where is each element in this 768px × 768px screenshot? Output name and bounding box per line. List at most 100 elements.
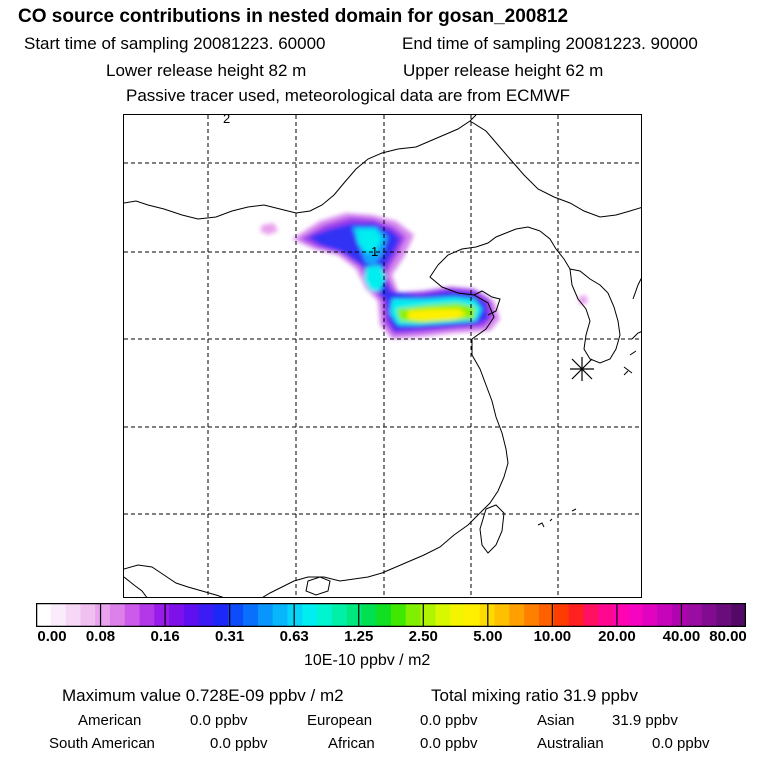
colorbar-tick-label: 2.50 xyxy=(408,628,438,645)
colorbar-cell xyxy=(213,603,229,627)
colorbar-tick-label: 0.16 xyxy=(150,628,180,645)
colorbar-cell xyxy=(361,603,377,627)
plot-title: CO source contributions in nested domain… xyxy=(18,6,569,27)
coastlines-borders xyxy=(124,115,641,597)
colorbar-cell xyxy=(109,603,126,627)
colorbar-cell xyxy=(524,603,540,627)
colorbar-cell xyxy=(183,603,200,627)
colorbar-cell xyxy=(672,603,688,627)
receptor-star-icon xyxy=(570,357,594,381)
colorbar-tick-label: 0.31 xyxy=(215,628,245,645)
colorbar-cell xyxy=(612,603,629,627)
maximum-value-label: Maximum value 0.728E-09 ppbv / m2 xyxy=(62,686,344,705)
colorbar-cell xyxy=(583,603,599,627)
region-name-african: African xyxy=(328,735,375,752)
total-mixing-ratio-label: Total mixing ratio 31.9 ppbv xyxy=(431,686,638,705)
colorbar-cell xyxy=(272,603,288,627)
hainan-island xyxy=(305,576,331,596)
colorbar-cell xyxy=(642,603,658,627)
contour-label-2: 2 xyxy=(223,115,230,126)
east-china-coast xyxy=(395,264,509,568)
colorbar-cell xyxy=(154,603,170,627)
colorbar-cell xyxy=(701,603,717,627)
southwest-border xyxy=(124,576,148,597)
colorbar-cell xyxy=(257,603,274,627)
colorbar-cell xyxy=(95,603,111,627)
colorbar-cell xyxy=(435,603,451,627)
colorbar-tick-label: 10.00 xyxy=(533,628,572,645)
region-name-american: American xyxy=(78,712,142,729)
colorbar-cell xyxy=(169,603,185,627)
region-name-asian: Asian xyxy=(537,712,575,729)
region-value-european: 0.0 ppbv xyxy=(420,712,478,729)
colorbar-cell xyxy=(538,603,555,627)
map-canvas: 1 2 xyxy=(124,115,641,597)
colorbar xyxy=(36,603,746,627)
colorbar-tick-label: 5.00 xyxy=(473,628,503,645)
plume-yellow-core xyxy=(408,309,466,321)
region-name-australian: Australian xyxy=(537,735,604,752)
colorbar-cell xyxy=(65,603,81,627)
colorbar-cell xyxy=(346,603,362,627)
start-time-label: Start time of sampling 20081223. 60000 xyxy=(24,34,326,53)
japan-coast xyxy=(632,277,641,300)
japan-islands xyxy=(623,331,641,376)
colorbar-cell xyxy=(36,603,52,627)
colorbar-cell xyxy=(139,603,155,627)
colorbar-tick-label: 0.63 xyxy=(279,628,309,645)
vietnam-border xyxy=(124,564,224,597)
colorbar-tick-label: 40.00 xyxy=(662,628,701,645)
upper-release-height-label: Upper release height 62 m xyxy=(403,61,604,80)
colorbar-cell xyxy=(494,603,510,627)
liaodong-coast xyxy=(539,230,571,270)
bohai-coast xyxy=(437,226,541,266)
colorbar-cell xyxy=(376,603,392,627)
region-name-south-american: South American xyxy=(49,735,155,752)
colorbar-cell xyxy=(405,603,422,627)
colorbar-cell xyxy=(716,603,732,627)
colorbar-cell xyxy=(391,603,407,627)
taiwan-island xyxy=(479,504,505,554)
region-value-australian: 0.0 ppbv xyxy=(652,735,710,752)
region-value-asian: 31.9 ppbv xyxy=(612,712,678,729)
colorbar-cell xyxy=(509,603,525,627)
colorbar-cell xyxy=(302,603,318,627)
colorbar-cell xyxy=(50,603,67,627)
end-time-label: End time of sampling 20081223. 90000 xyxy=(402,34,698,53)
colorbar-cell xyxy=(598,603,614,627)
colorbar-cell xyxy=(568,603,584,627)
concentration-field xyxy=(260,213,588,339)
plume-cyan-core-mid xyxy=(364,265,386,291)
tracer-note: Passive tracer used, meteorological data… xyxy=(126,86,571,105)
colorbar-tick-label: 0.08 xyxy=(85,628,116,645)
small-islands xyxy=(537,508,577,528)
colorbar-units: 10E-10 ppbv / m2 xyxy=(304,652,431,669)
plume-isolated-spot-korea xyxy=(578,295,588,305)
korea-dokdo-mark xyxy=(623,366,633,374)
colorbar-cell xyxy=(731,603,746,627)
colorbar-cell xyxy=(331,603,348,627)
colorbar-tick-label: 1.25 xyxy=(344,628,374,645)
colorbar-cell xyxy=(198,603,214,627)
contour-label-1: 1 xyxy=(371,244,378,259)
lower-release-height-label: Lower release height 82 m xyxy=(106,61,307,80)
plume-isolated-spot-west xyxy=(260,223,278,235)
colorbar-cell xyxy=(124,603,141,627)
lat-lon-grid xyxy=(124,115,641,597)
region-value-south-american: 0.0 ppbv xyxy=(210,735,268,752)
map-panel: 1 2 xyxy=(123,114,642,598)
colorbar-cell xyxy=(317,603,333,627)
colorbar-tick-label: 0.00 xyxy=(37,628,67,645)
region-value-african: 0.0 ppbv xyxy=(420,735,478,752)
colorbar-cell xyxy=(80,603,96,627)
colorbar-cell xyxy=(464,603,481,627)
colorbar-cell xyxy=(228,603,244,627)
colorbar-cell xyxy=(243,603,259,627)
region-value-american: 0.0 ppbv xyxy=(190,712,248,729)
colorbar-cell xyxy=(627,603,643,627)
colorbar-tick-label: 20.00 xyxy=(598,628,636,645)
shandong-peninsula xyxy=(473,290,501,316)
colorbar-cell xyxy=(420,603,436,627)
colorbar-cell xyxy=(686,603,703,627)
south-china-coast xyxy=(262,566,397,597)
